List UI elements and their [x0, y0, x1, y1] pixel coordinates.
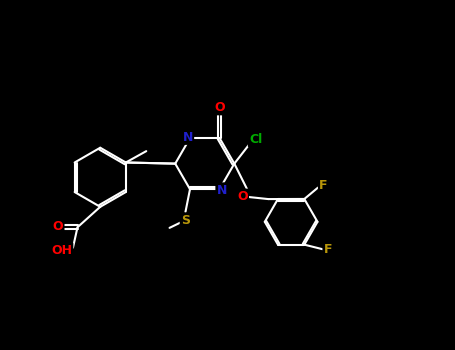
Text: O: O [214, 101, 225, 114]
Text: F: F [319, 179, 328, 192]
Text: O: O [53, 220, 63, 233]
Text: OH: OH [51, 244, 72, 257]
Text: N: N [217, 184, 227, 197]
Text: N: N [182, 131, 193, 144]
Text: F: F [324, 243, 332, 256]
Text: O: O [237, 190, 248, 203]
Text: S: S [181, 214, 190, 227]
Text: Cl: Cl [249, 133, 262, 146]
